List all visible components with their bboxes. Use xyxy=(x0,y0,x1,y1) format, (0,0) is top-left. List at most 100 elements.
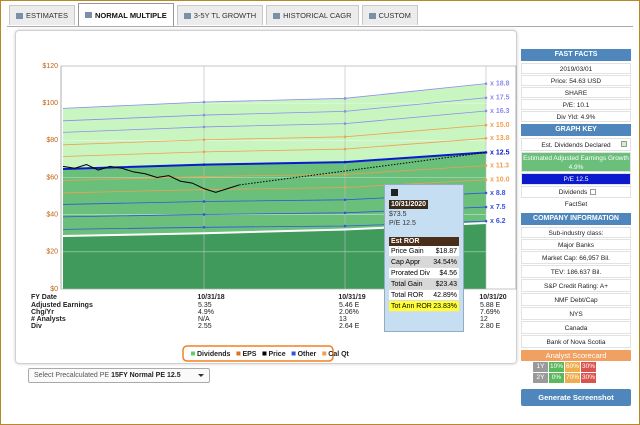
tooltip-header: Est ROR xyxy=(389,237,459,246)
legend-swatch xyxy=(191,351,195,356)
pe-point xyxy=(484,82,488,85)
tab[interactable]: CUSTOM xyxy=(361,5,418,25)
pe-point xyxy=(202,100,206,104)
pe-label: x 7.5 xyxy=(490,204,506,211)
tooltip-key: Price Gain xyxy=(391,247,424,255)
price-line xyxy=(62,163,240,193)
company-info: Bank of Nova Scotia xyxy=(521,335,631,348)
scorecard-cell: 60% xyxy=(565,362,580,372)
pe-point xyxy=(484,109,488,113)
y-tick-label: $40 xyxy=(46,212,58,219)
pe-point xyxy=(202,138,206,142)
pe-label: x 12.5 xyxy=(490,149,510,156)
tooltip-price: $73.5 xyxy=(389,211,407,218)
tooltip-value: 42.89% xyxy=(433,291,457,299)
generate-button[interactable]: Generate Screenshot xyxy=(521,389,631,406)
pe-label: x 13.8 xyxy=(490,135,510,142)
pe-point xyxy=(484,178,488,182)
tooltip-key: Total Gain xyxy=(391,280,423,288)
y-tick-label: $120 xyxy=(42,63,58,70)
source: FactSet xyxy=(564,201,588,208)
sidebar: FAST FACTS 2019/03/01 Price: 54.63 USD S… xyxy=(521,49,631,406)
scorecard-cell: 0% xyxy=(549,373,564,383)
table-row-label: Div xyxy=(31,323,42,330)
x-tick-label: 10/31/18 xyxy=(197,294,224,301)
x-tick-label: 10/31/19 xyxy=(338,294,365,301)
tab-bar: ESTIMATES NORMAL MULTIPLE 3-5Y TL GROWTH… xyxy=(9,3,418,26)
pe-point xyxy=(484,96,488,100)
tab[interactable]: HISTORICAL CAGR xyxy=(266,5,359,25)
company-info: Canada xyxy=(521,321,631,334)
table-cell: 12 xyxy=(480,316,488,323)
key-swatch xyxy=(621,141,627,147)
key-item: Estimated Adjusted Earnings Growth 4.9% xyxy=(521,152,631,172)
fact: P/E: 10.1 xyxy=(521,99,631,110)
legend: Dividends EPS Price Other Cal Qt xyxy=(182,345,350,362)
y-tick-label: $60 xyxy=(46,174,58,181)
tooltip-key: Prorated Div xyxy=(391,269,430,277)
pe-line xyxy=(62,124,487,146)
x-axis-label: FY Date xyxy=(31,294,57,301)
pe-label: x 16.3 xyxy=(490,108,510,115)
tab[interactable]: 3-5Y TL GROWTH xyxy=(176,5,264,25)
table-cell: N/A xyxy=(198,316,210,323)
pe-line xyxy=(62,83,487,109)
tooltip-row: Prorated Div $4.56 xyxy=(389,268,459,279)
pe-point xyxy=(484,136,488,140)
tooltip: 10/31/2020 $73.5 P/E 12.5 Est ROR Price … xyxy=(384,184,464,332)
pe-point xyxy=(343,110,347,113)
scorecard-cell: 30% xyxy=(581,373,596,383)
pe-label: x 10.0 xyxy=(490,177,510,184)
scorecard-cell: 2Y xyxy=(533,373,548,383)
key-item: P/E 12.5 xyxy=(521,173,631,185)
pe-label: x 15.0 xyxy=(490,122,510,129)
pe-select[interactable]: Select Precalculated PE 15FY Normal PE 1… xyxy=(28,368,210,383)
y-tick-label: $20 xyxy=(46,249,58,256)
pe-line xyxy=(62,110,487,133)
pe-label: x 17.5 xyxy=(490,95,510,102)
tooltip-row: Price Gain $18.87 xyxy=(389,246,459,257)
pe-point xyxy=(343,186,347,189)
tooltip-value: $23.43 xyxy=(435,280,457,288)
company-info: NYS xyxy=(521,307,631,320)
pe-point xyxy=(343,224,347,228)
pe-point xyxy=(202,163,206,166)
pe-line xyxy=(62,137,487,157)
pe-line xyxy=(62,179,487,194)
table-cell: 2.80 E xyxy=(480,323,501,330)
scorecard-cell: 1Y xyxy=(533,362,548,372)
tooltip-value: 23.83% xyxy=(433,302,457,310)
tab[interactable]: ESTIMATES xyxy=(9,5,75,25)
pe-point xyxy=(343,97,347,100)
tab[interactable]: NORMAL MULTIPLE xyxy=(77,3,174,26)
table-cell: 7.69% xyxy=(480,309,500,316)
pe-point xyxy=(202,125,206,129)
table-cell: 2.06% xyxy=(339,309,359,316)
pe-point xyxy=(343,198,347,202)
fact: SHARE xyxy=(521,87,631,98)
table-cell: 2.55 xyxy=(198,323,212,330)
scorecard-cell: 70% xyxy=(565,373,580,383)
table-cell: 5.46 E xyxy=(339,302,360,309)
tooltip-value: 34.54% xyxy=(433,258,457,266)
tooltip-pe: P/E 12.5 xyxy=(389,220,416,227)
pe-point xyxy=(484,191,488,195)
table-row-label: Chg/Yr xyxy=(31,309,54,316)
table-cell: 5.35 xyxy=(198,302,212,309)
pe-line xyxy=(62,165,487,181)
projection-line xyxy=(239,151,487,186)
pe-point xyxy=(202,200,206,203)
dividend-fill xyxy=(63,223,486,289)
pe-point xyxy=(484,123,488,127)
key-swatch xyxy=(590,189,597,195)
y-tick-label: $100 xyxy=(42,100,58,107)
pe-point xyxy=(202,175,206,178)
tooltip-key: Total ROR xyxy=(391,291,424,299)
legend-swatch xyxy=(236,351,241,356)
scorecard-title: Analyst Scorecard xyxy=(521,350,631,361)
pe-label: x 6.2 xyxy=(490,218,506,225)
legend-label: Other xyxy=(298,351,317,358)
select-label: Select Precalculated PE xyxy=(34,372,110,379)
tooltip-rows: Price Gain $18.87 Cap Appr 34.54% Prorated D… xyxy=(389,246,459,312)
